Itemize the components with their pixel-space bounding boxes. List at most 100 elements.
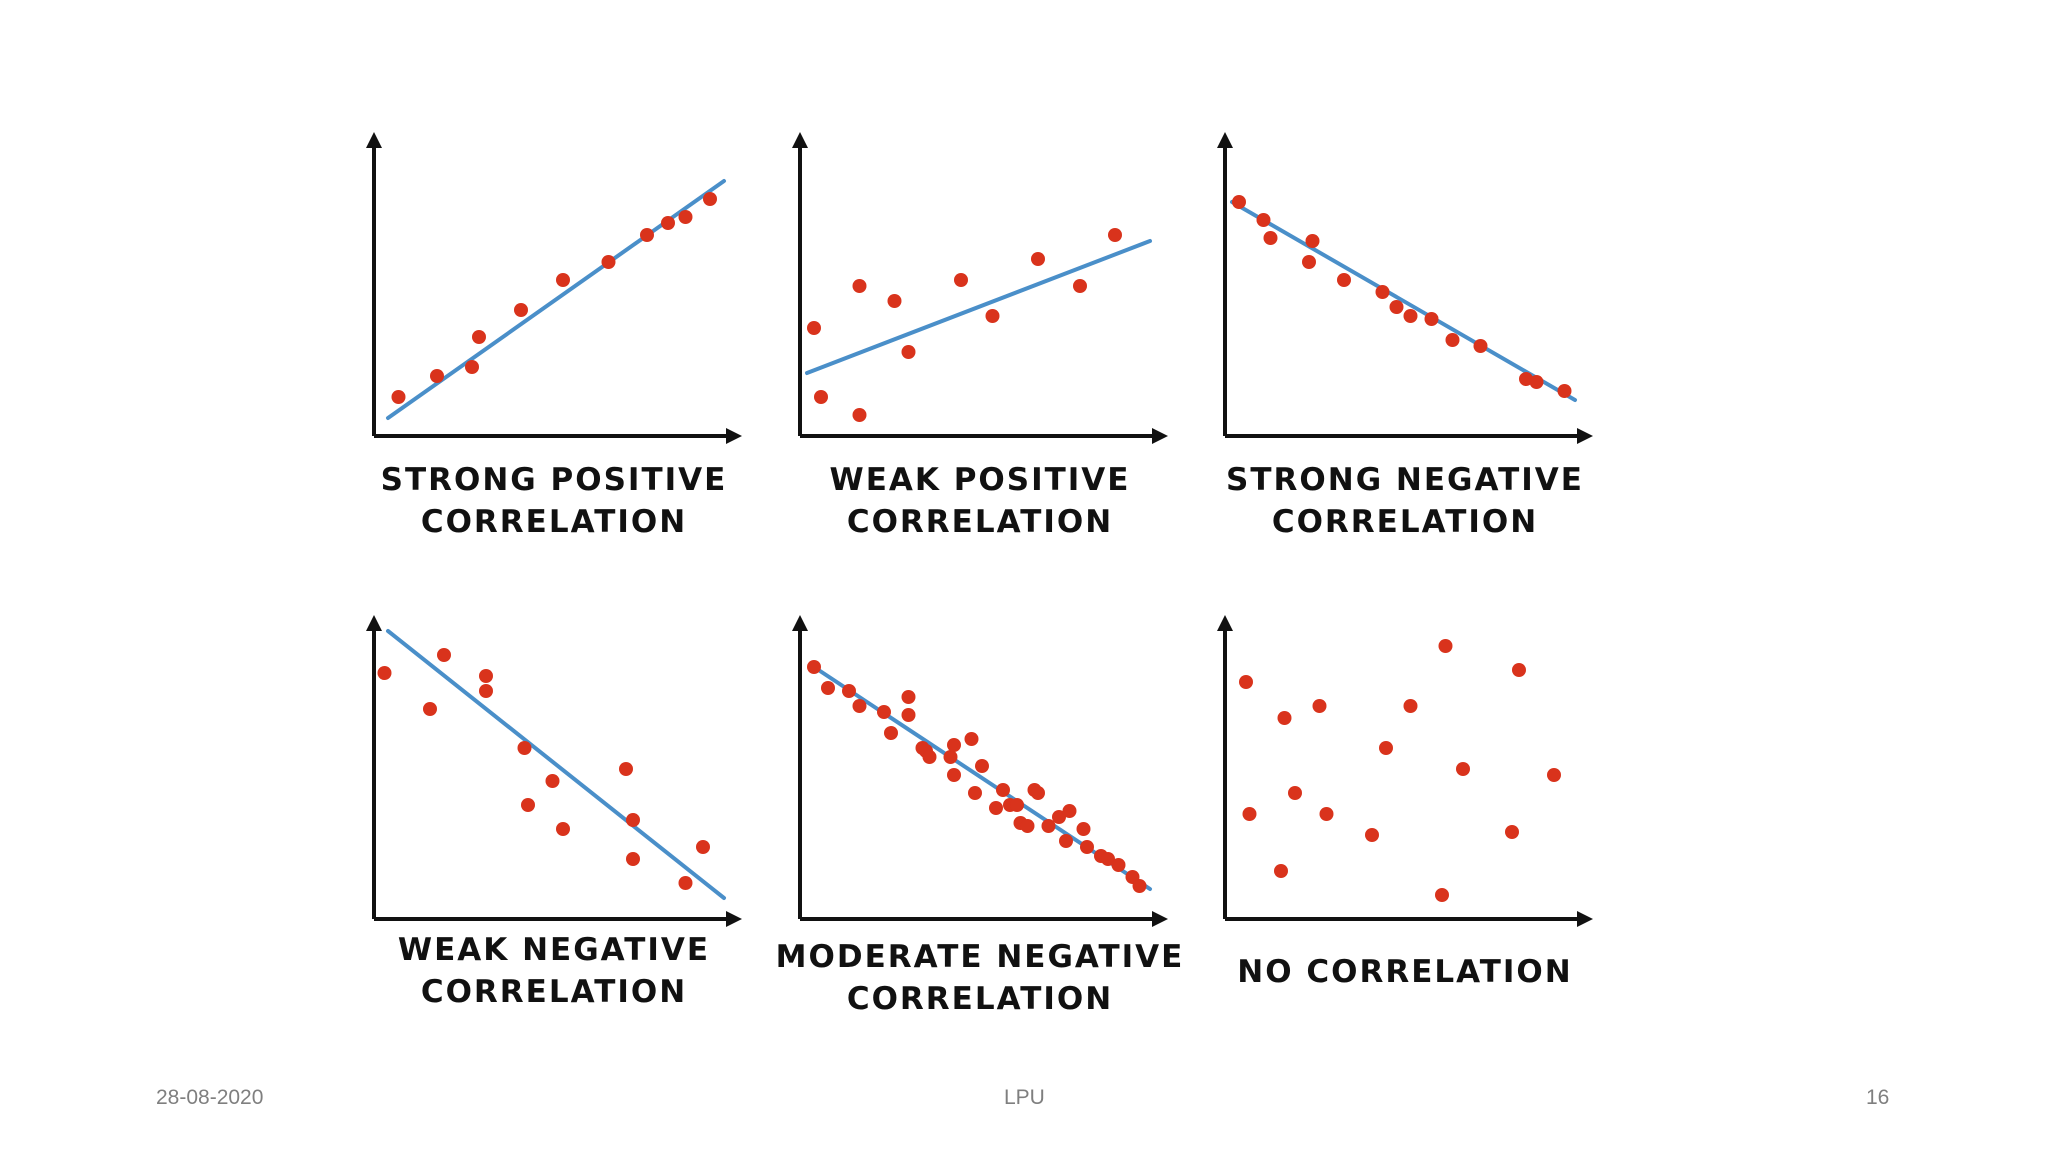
data-point <box>901 708 916 722</box>
data-point <box>1111 858 1126 872</box>
chart-weak-positive: WEAK POSITIVE CORRELATION <box>792 132 1168 540</box>
data-point <box>1365 828 1379 842</box>
data-point <box>1302 255 1316 269</box>
data-point <box>626 852 640 866</box>
chart-moderate-negative: MODERATE NEGATIVE CORRELATION <box>776 615 1185 1017</box>
data-point <box>901 345 916 359</box>
data-point <box>391 390 406 404</box>
data-point <box>954 273 968 287</box>
data-point <box>626 813 640 827</box>
data-point <box>1305 234 1320 248</box>
data-point <box>1059 834 1073 848</box>
data-point <box>601 255 616 269</box>
data-point <box>1424 312 1439 326</box>
data-point <box>1256 213 1271 227</box>
data-point <box>1403 699 1418 713</box>
data-point <box>377 666 392 680</box>
data-point <box>1519 372 1533 386</box>
trend-line <box>812 665 1152 891</box>
data-point <box>814 390 828 404</box>
data-point <box>852 408 867 422</box>
data-point <box>1379 741 1393 755</box>
data-point <box>1239 675 1253 689</box>
chart-weak-negative: WEAK NEGATIVE CORRELATION <box>366 615 742 1010</box>
chart-title-line: STRONG NEGATIVE <box>1226 462 1584 498</box>
data-point <box>640 228 654 242</box>
data-point <box>479 684 493 698</box>
data-point <box>964 732 979 746</box>
data-point <box>1263 231 1278 245</box>
data-point <box>514 303 528 317</box>
data-point <box>472 330 486 344</box>
data-point <box>901 690 916 704</box>
chart-strong-positive: STRONG POSITIVE CORRELATION <box>366 132 742 540</box>
data-point <box>1277 711 1292 725</box>
chart-no-correlation: NO CORRELATION <box>1217 615 1593 990</box>
data-point <box>1242 807 1257 821</box>
data-point <box>975 759 989 773</box>
data-point <box>696 840 710 854</box>
data-point <box>1445 333 1460 347</box>
data-point <box>887 294 902 308</box>
data-point <box>1435 888 1449 902</box>
data-point <box>842 684 856 698</box>
data-point <box>852 279 867 293</box>
data-point <box>521 798 535 812</box>
data-point <box>1512 663 1526 677</box>
data-point <box>1132 879 1147 893</box>
data-point <box>1557 384 1572 398</box>
data-point <box>807 321 821 335</box>
chart-title-line: CORRELATION <box>847 981 1113 1017</box>
data-point <box>1020 819 1035 833</box>
data-point <box>437 648 451 662</box>
data-point <box>1031 786 1045 800</box>
footer-organization: LPU <box>1004 1086 1045 1109</box>
data-point <box>703 192 717 206</box>
data-point <box>619 762 633 776</box>
data-point <box>1041 819 1056 833</box>
data-point <box>1108 228 1122 242</box>
data-point <box>1232 195 1246 209</box>
data-point <box>947 768 961 782</box>
data-point <box>1031 252 1045 266</box>
data-point <box>1375 285 1390 299</box>
chart-title-line: MODERATE NEGATIVE <box>776 939 1185 975</box>
data-point <box>556 273 570 287</box>
data-point <box>1062 804 1077 818</box>
data-point <box>996 783 1010 797</box>
data-point <box>678 876 693 890</box>
data-point <box>922 750 937 764</box>
data-point <box>517 741 532 755</box>
chart-title-line: STRONG POSITIVE <box>381 462 728 498</box>
chart-title-line: CORRELATION <box>1272 504 1538 540</box>
data-point <box>821 681 835 695</box>
footer-date: 28-08-2020 <box>156 1086 264 1109</box>
chart-title-line: CORRELATION <box>421 974 687 1010</box>
data-point <box>1337 273 1351 287</box>
data-point <box>1473 339 1488 353</box>
data-point <box>1389 300 1404 314</box>
data-point <box>1529 375 1544 389</box>
data-point <box>479 669 493 683</box>
data-point <box>545 774 560 788</box>
data-point <box>985 309 1000 323</box>
data-point <box>852 699 867 713</box>
chart-strong-negative: STRONG NEGATIVE CORRELATION <box>1217 132 1593 540</box>
chart-title-line: CORRELATION <box>421 504 687 540</box>
data-point <box>1073 279 1087 293</box>
data-point <box>884 726 898 740</box>
data-point <box>1456 762 1470 776</box>
data-point <box>423 702 437 716</box>
data-point <box>1076 822 1091 836</box>
data-point <box>877 705 891 719</box>
trend-line <box>386 629 726 900</box>
data-point <box>968 786 982 800</box>
data-point <box>1438 639 1453 653</box>
data-point <box>661 216 675 230</box>
data-point <box>1288 786 1302 800</box>
chart-title-line: WEAK POSITIVE <box>830 462 1131 498</box>
data-point <box>1319 807 1334 821</box>
data-point <box>556 822 570 836</box>
page-number: 16 <box>1866 1086 1890 1109</box>
